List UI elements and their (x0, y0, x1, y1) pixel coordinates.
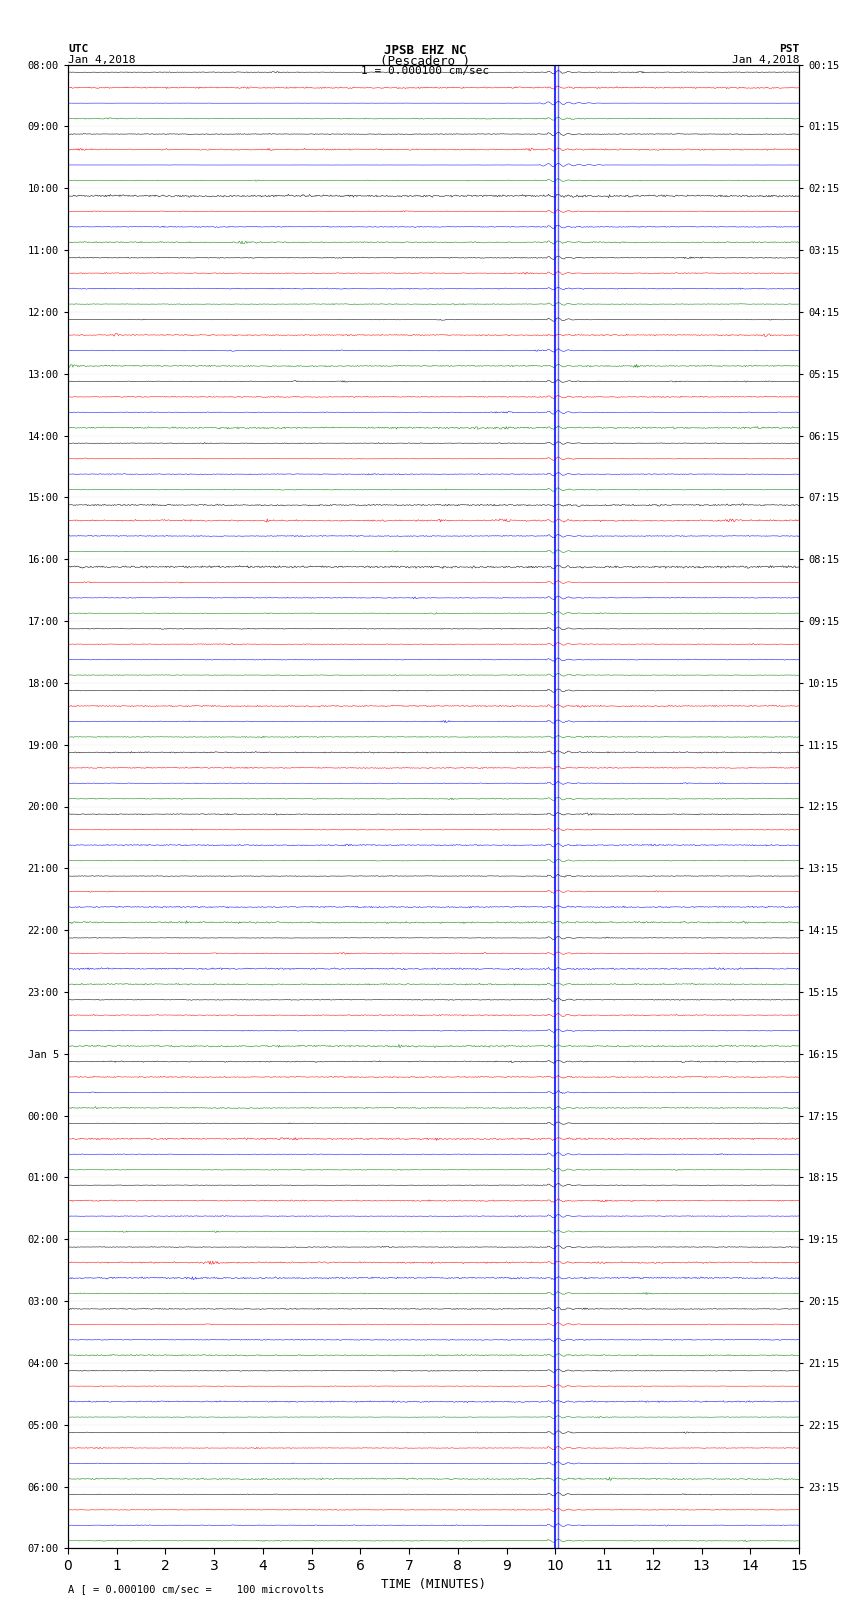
X-axis label: TIME (MINUTES): TIME (MINUTES) (381, 1579, 486, 1592)
Text: Jan 4,2018: Jan 4,2018 (68, 55, 135, 65)
Text: (Pescadero ): (Pescadero ) (380, 55, 470, 68)
Text: Jan 4,2018: Jan 4,2018 (732, 55, 799, 65)
Text: UTC: UTC (68, 44, 88, 53)
Text: JPSB EHZ NC: JPSB EHZ NC (383, 44, 467, 56)
Text: A [ = 0.000100 cm/sec =    100 microvolts: A [ = 0.000100 cm/sec = 100 microvolts (68, 1584, 324, 1594)
Text: 1 = 0.000100 cm/sec: 1 = 0.000100 cm/sec (361, 66, 489, 76)
Text: PST: PST (779, 44, 799, 53)
